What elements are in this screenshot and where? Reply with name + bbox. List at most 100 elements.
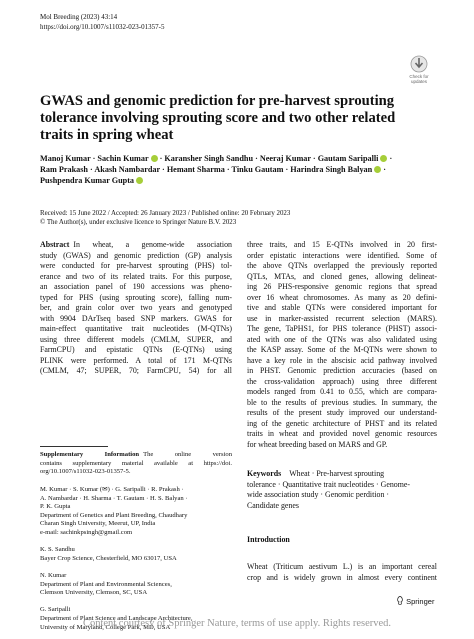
badge-line: Check for [409,74,429,79]
abstract-line: Abstract In wheat, a genome-wide associat… [40,240,232,251]
author: Akash Nambardar · [94,165,164,174]
author: Sachin Kumar · [97,154,162,163]
orcid-icon [150,155,158,162]
abstract-line: main-effect quantitative trait nucleotid… [40,324,232,333]
author: Tinku Gautam · [232,165,289,174]
keywords: Keywords Wheat · Pre-harvest sprouting tol… [247,469,437,511]
abstract-line: QTLs, MTAs, and cloned genes, allowing d… [247,271,437,281]
publisher: Springer [396,595,435,606]
abstract-line: results of the present study improved ou… [247,408,437,417]
author: Harindra Singh Balyan · [290,165,386,174]
orcid-icon [136,177,144,184]
badge-text: Check for updates [405,74,433,84]
affiliation: N. Kumar Department of Plant and Environm… [40,572,232,598]
abstract-line: traits in wheat and provided novel genom… [247,429,437,438]
copyright: © The Author(s), under exclusive licence… [40,219,237,226]
abstract-line: PLINK were performed. A total of 171 M-Q… [40,355,232,365]
orcid-icon [374,166,382,173]
author-name: Sachin Kumar [97,154,149,163]
affiliation-line: Department of Plant Science and Landscap… [40,614,193,622]
author-name: Akash Nambardar [94,165,160,174]
badge-line: updates [410,79,427,84]
author-name: Karansher Singh Sandhu [164,154,254,163]
publisher-logo [397,595,403,606]
supplementary: Supplementary Information The online vers… [40,451,232,477]
abstract-line: ated with one of the QTNs was also valid… [247,334,437,344]
abstract-line: the cross-validation approach) using thr… [247,376,437,386]
introduction-line: crop and is widely grown in almost every… [247,572,437,582]
abstract-left: Abstract In wheat, a genome-wide associat… [40,240,232,377]
abstract-line: ing of the genetic architecture of PHST … [247,418,437,428]
orcid-icon [380,155,388,162]
supplementary-line: contains supplementary material availabl… [40,459,232,467]
meta: Received: 15 June 2022 / Accepted: 26 Ja… [40,209,290,227]
separator: · [92,154,96,163]
keyword-line: Candidate genes [247,500,299,510]
author: Pushpendra Kumar Gupta [40,176,144,185]
abstract-line: The gene, TaPHS1, for PHS tolerance (PHS… [247,324,437,333]
author: Manoj Kumar · [40,154,95,163]
title: GWAS and genomic prediction for pre-harv… [40,93,440,144]
author-name: Gautam Saripalli [317,154,379,163]
separator: · [389,154,393,163]
abstract-line: erance and two of its related traits. Fo… [40,271,232,281]
abstract-line: with 9904 DArTseq based SNP markers. GWA… [40,313,232,323]
author-name: Pushpendra Kumar Gupta [40,176,135,185]
abstract-line: models ranged from 0.41 to 0.55, which a… [247,387,437,396]
author: Ram Prakash · [40,165,93,174]
separator: · [383,165,386,174]
affiliation-line: Clemson University, Clemson, SC, USA [40,589,148,597]
header: Mol Breeding (2023) 43:14 https://doi.or… [40,12,164,32]
author-name: Harindra Singh Balyan [290,165,373,174]
abstract-line: (CMLM, 47; SUPER, 70; FarmCPU, 54) for a… [40,366,232,375]
abstract-line: for wheat breeding based on MARS and GP. [247,439,388,449]
affiliation-line: N. Kumar [40,571,67,579]
abstract-line: using three different models (CMLM, SUPE… [40,334,232,344]
abstract-line: ing 26 PHS-responsive genomic regions th… [247,282,437,291]
affiliation: G. Saripalli Department of Plant Science … [40,606,232,632]
abstract-line: have a key role in the abscisic acid pat… [247,355,437,365]
author-name: Neeraj Kumar [259,154,311,163]
keyword-line: tolerance · Quantitative trait nucleotid… [247,479,411,489]
separator: · [90,165,93,174]
abstract-line: ble to the results of previous studies. … [247,397,437,407]
keywords-text: Wheat · Pre-harvest sprouting [289,469,385,478]
supplementary-label: Supplementary Information [40,451,140,458]
author-name: Manoj Kumar [40,154,91,163]
separator: · [226,165,230,174]
supplementary-line: org/10.1007/s11032-023-01357-5. [40,468,131,476]
abstract-line: ber, and grain color over two years and … [40,303,232,312]
abstract-line: were conducted for pre-harvest sprouting… [40,261,232,270]
journal: Mol Breeding (2023) 43:14 [40,13,118,21]
badge-icon [410,55,428,73]
dates: Received: 15 June 2022 / Accepted: 26 Ja… [40,210,291,217]
introduction-line: Wheat (Triticum aestivum L.) is an impor… [247,562,437,571]
footer: Content courtesy of Springer Nature, ter… [82,618,392,629]
title-line: tolerance involving sprouting score and … [40,110,396,126]
introduction: Wheat (Triticum aestivum L.) is an impor… [247,562,437,583]
abstract-line: the KASP assay. Some of the M-QTNs were … [247,345,437,354]
keyword-line: Keywords Wheat · Pre-harvest sprouting [247,469,437,480]
affiliation-line: Department of Plant and Environmental Sc… [40,580,172,588]
affiliation: K. S. Sandhu Bayer Crop Science, Chesterf… [40,546,232,563]
title-line: GWAS and genomic prediction for pre-harv… [40,93,395,109]
abstract-label: Abstract [40,240,70,249]
affiliation-line: Department of Genetics and Plant Breedin… [40,511,188,519]
affiliation-line: P. K. Gupta [40,503,71,511]
separator: · [159,154,163,163]
abstract-line: use in marker-assisted recurrent selecti… [247,313,437,323]
publisher-name: Springer [406,597,435,606]
author: Gautam Saripalli · [318,154,393,163]
separator: · [285,165,289,174]
affiliations: M. Kumar · S. Kumar (✉) · G. Saripalli ·… [40,486,232,639]
affiliation-line: M. Kumar · S. Kumar (✉) · G. Saripalli ·… [40,486,184,493]
separator: · [312,154,316,163]
affiliation-line: Charan Singh University, Meerut, UP, Ind… [40,520,156,528]
abstract-line: tive and stable QTNs were considered imp… [247,303,437,312]
abstract-text: In wheat, a genome-wide association [73,240,232,249]
abstract-line: in PHST. Genomic prediction accuracies (… [247,366,437,375]
abstract-line: FarmCPU) and epistatic QTNs (E-QTNs) usi… [40,345,232,354]
affiliation: M. Kumar · S. Kumar (✉) · G. Saripalli ·… [40,486,232,538]
title-line: traits in spring wheat [40,127,174,143]
